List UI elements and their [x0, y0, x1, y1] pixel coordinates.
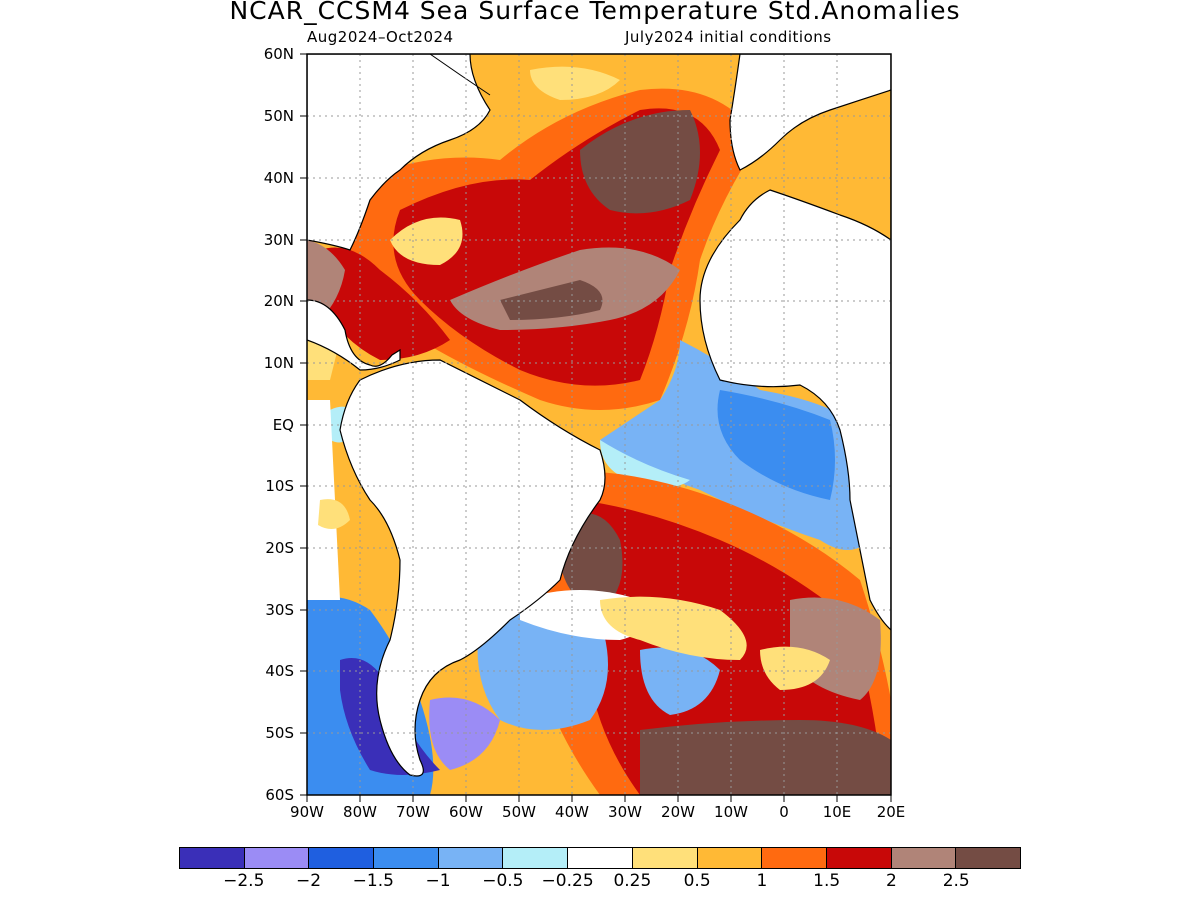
x-tick-label: 90W — [290, 803, 324, 821]
map-title: NCAR_CCSM4 Sea Surface Temperature Std.A… — [229, 0, 961, 25]
colorbar-swatch — [826, 848, 892, 868]
north-america-land — [307, 54, 491, 251]
colorbar-swatch — [762, 848, 827, 868]
north-pale-patch — [530, 66, 620, 100]
axis-ticks — [300, 53, 892, 802]
south-america-land — [339, 359, 606, 777]
colorbar-swatch — [697, 848, 763, 868]
colorbar-label: −2.5 — [223, 871, 265, 891]
colorbar-swatch — [244, 848, 310, 868]
x-tick-label: 60W — [449, 803, 483, 821]
greenland-coast — [429, 54, 491, 96]
north-warm-patch — [390, 217, 463, 265]
europe-land — [729, 54, 891, 171]
colorbar-label: 1 — [756, 871, 768, 891]
x-tick-label: 70W — [396, 803, 430, 821]
colorbar-swatch — [632, 848, 698, 868]
mexico-land — [307, 299, 401, 371]
south-mid-cold — [477, 610, 608, 730]
south-mid-cold-2 — [640, 647, 720, 715]
x-tick-label: 0 — [779, 803, 789, 821]
y-tick-label: 40S — [265, 662, 294, 680]
y-tick-label: EQ — [272, 416, 294, 434]
colorbar-swatch — [374, 848, 439, 868]
colorbar-label: −2 — [296, 871, 322, 891]
colorbar-label: 2.5 — [942, 871, 970, 891]
x-tick-label: 80W — [343, 803, 377, 821]
colorbar-swatch — [891, 848, 957, 868]
colorbar-label: 0.5 — [683, 871, 711, 891]
equatorial-cold-core — [717, 390, 835, 500]
colorbar-swatch — [956, 848, 1020, 868]
x-tick-label: 30W — [608, 803, 642, 821]
y-tick-label: 30N — [263, 231, 294, 249]
colorbar-label: 2 — [886, 871, 897, 891]
falklands-cold — [429, 697, 500, 770]
x-tick-label: 50W — [502, 803, 536, 821]
forecast-period: Aug2024–Oct2024 — [307, 28, 454, 46]
colorbar-label: −1.5 — [352, 871, 394, 891]
initial-conditions: July2024 initial conditions — [625, 28, 832, 46]
y-tick-label: 50S — [265, 724, 294, 742]
pacific-yellow — [318, 499, 350, 529]
y-tick-label: 10S — [265, 477, 294, 495]
caribbean-brown — [307, 240, 345, 320]
colorbar-swatch — [438, 848, 504, 868]
s-atlantic-extreme-3 — [640, 720, 891, 795]
colorbar-swatch — [568, 848, 633, 868]
caribbean-warm — [320, 247, 450, 360]
southeast-yellow — [760, 646, 830, 690]
n-atlantic-extreme-3 — [500, 280, 603, 320]
y-tick-label: 20S — [265, 539, 294, 557]
colorbar-label: 1.5 — [813, 871, 841, 891]
y-tick-label: 40N — [263, 169, 294, 187]
x-tick-label: 40W — [555, 803, 589, 821]
x-tick-label: 10E — [822, 803, 852, 821]
n-atlantic-extreme-1 — [580, 110, 700, 214]
y-tick-label: 30S — [265, 601, 294, 619]
y-tick-label: 60N — [263, 45, 294, 63]
y-tick-label: 10N — [263, 354, 294, 372]
colorbar — [179, 847, 1021, 869]
y-tick-label: 60S — [265, 786, 294, 804]
grid-lines — [307, 54, 891, 795]
x-tick-label: 20W — [661, 803, 695, 821]
colorbar-swatch — [180, 848, 245, 868]
y-tick-label: 20N — [263, 292, 294, 310]
colorbar-label: −0.25 — [541, 871, 594, 891]
x-tick-label: 10W — [714, 803, 748, 821]
south-yellow — [600, 596, 747, 660]
colorbar-swatch — [309, 848, 375, 868]
africa-europe-land — [699, 54, 891, 631]
colorbar-label: 0.25 — [613, 871, 652, 891]
y-tick-label: 50N — [263, 107, 294, 125]
colorbar-label: −1 — [425, 871, 451, 891]
colorbar-label: −0.5 — [482, 871, 524, 891]
colorbar-swatch — [503, 848, 569, 868]
x-tick-label: 20E — [876, 803, 906, 821]
